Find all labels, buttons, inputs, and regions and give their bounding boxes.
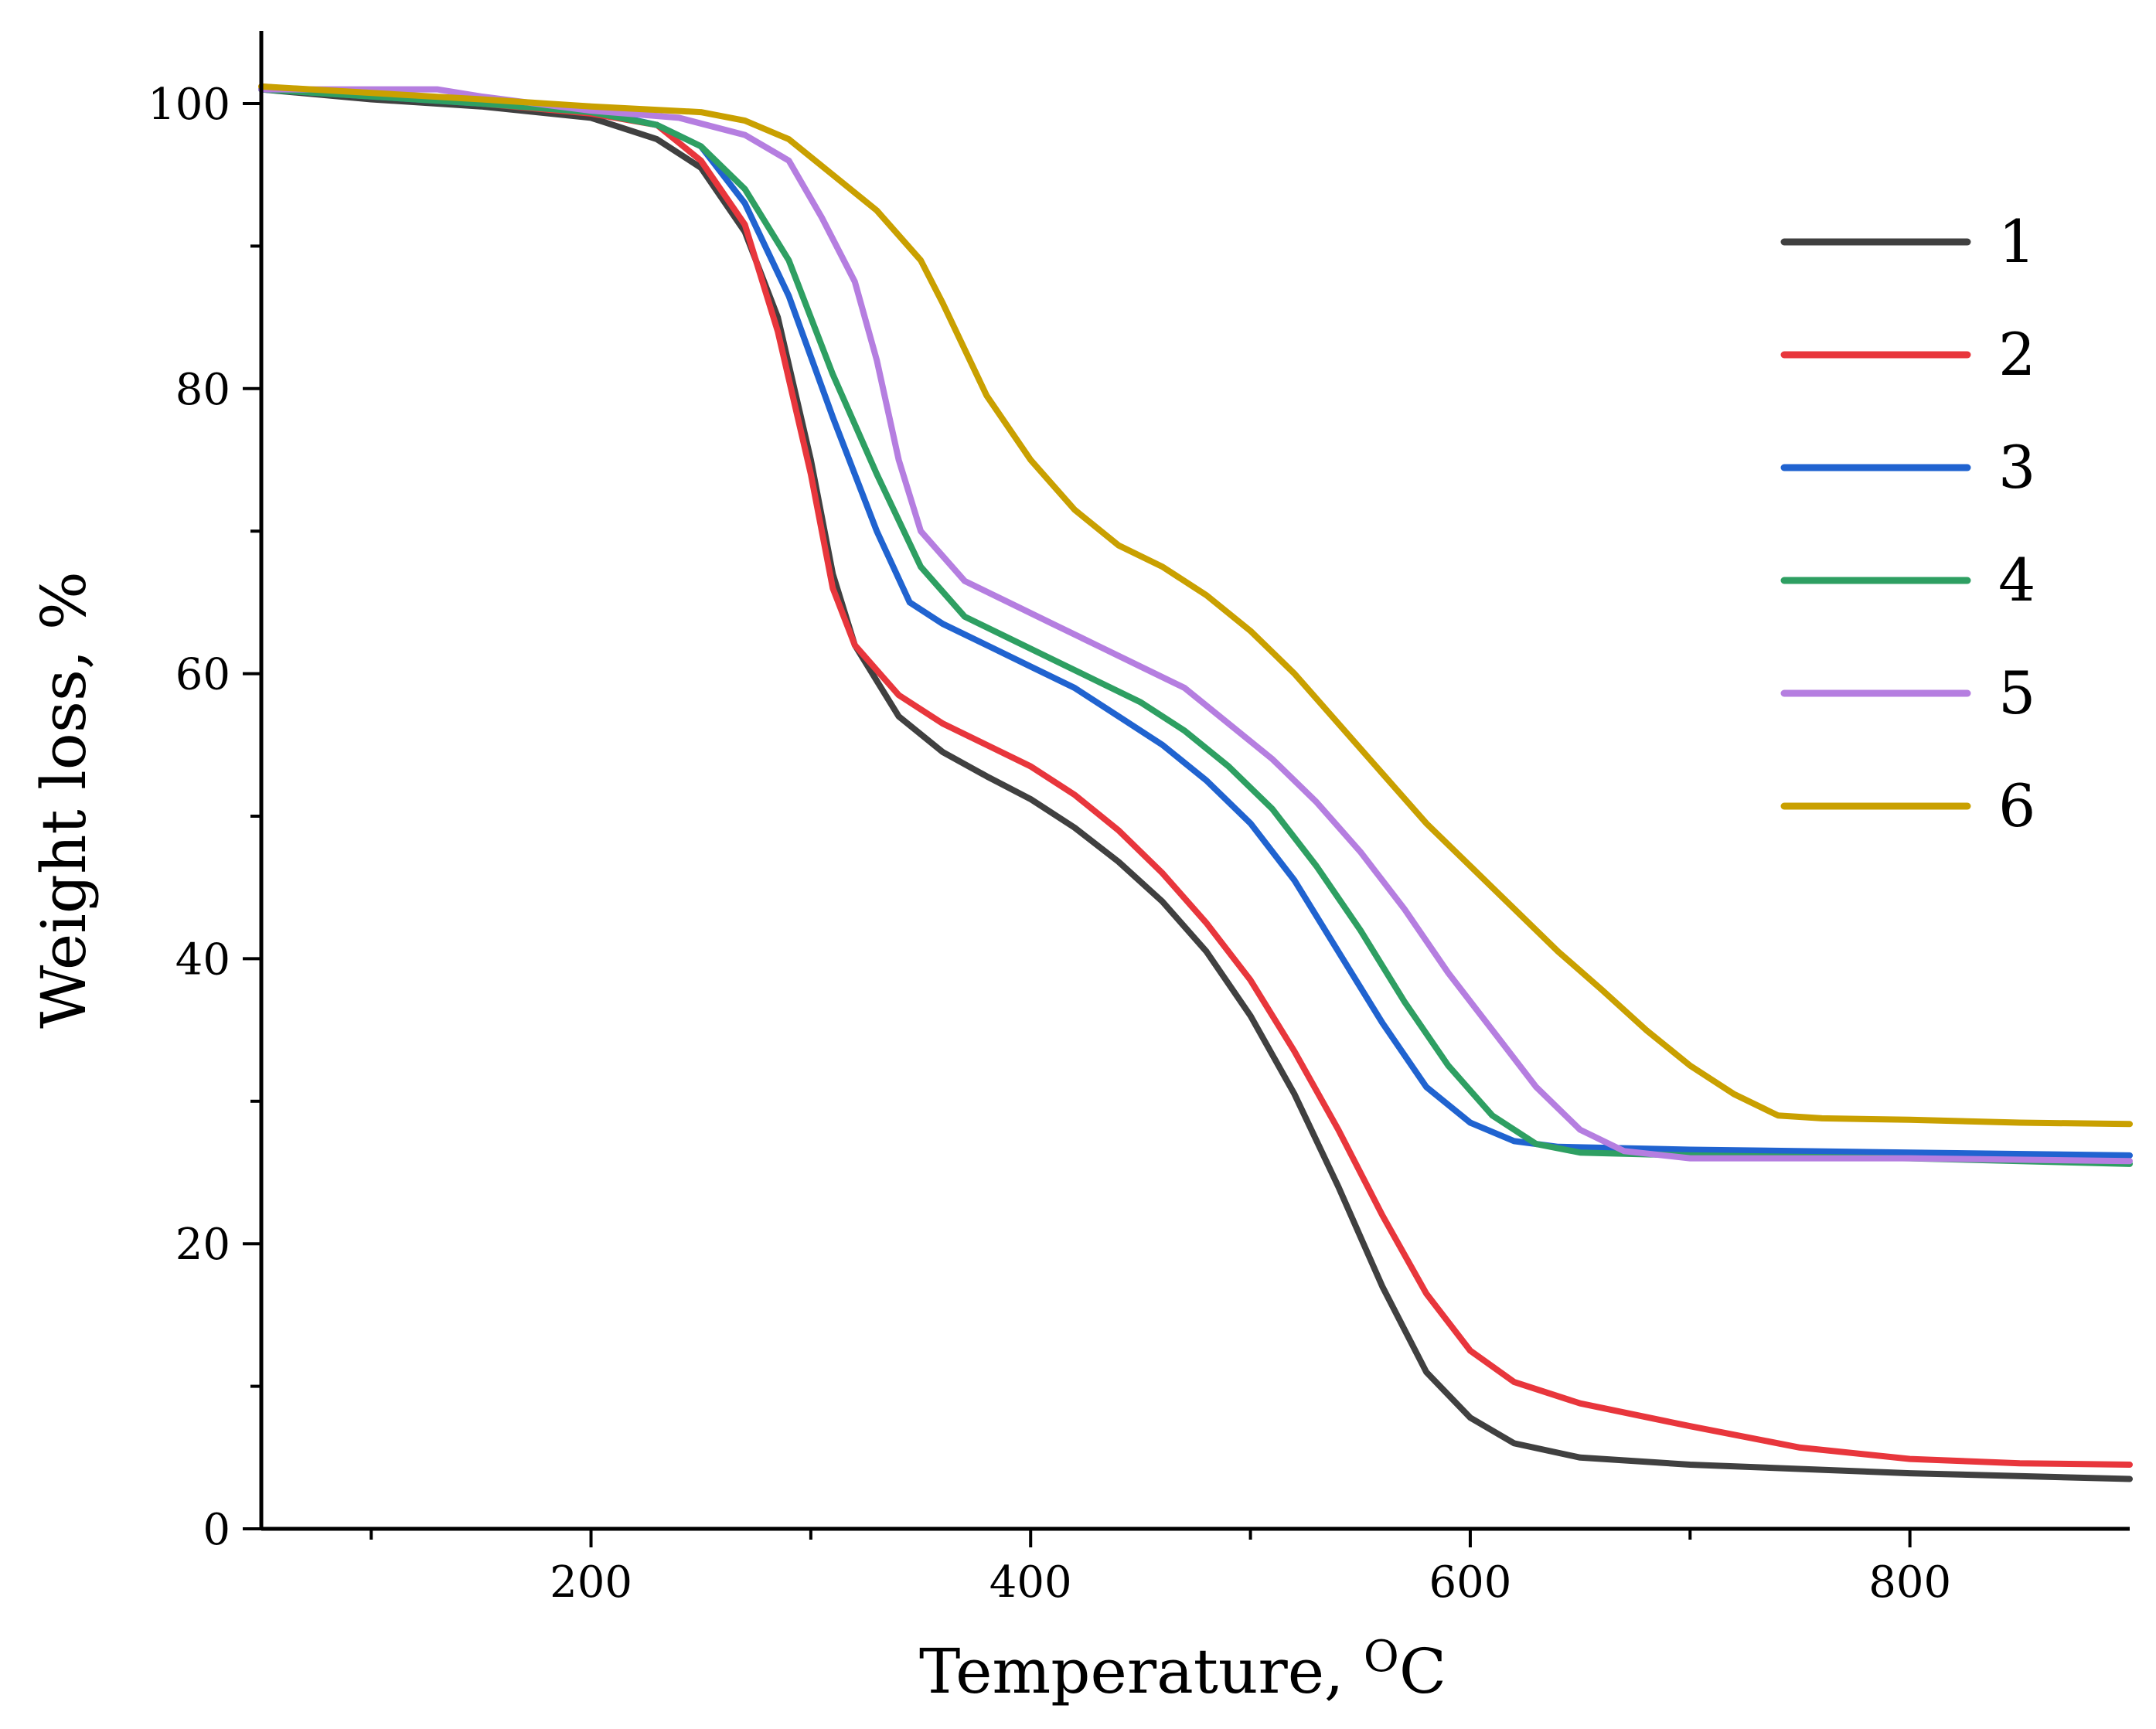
legend-label-6: 6 <box>1998 771 2035 840</box>
x-tick-label: 800 <box>1868 1557 1951 1608</box>
x-tick-label: 600 <box>1429 1557 1511 1608</box>
series-lines <box>258 83 2133 1482</box>
legend-label-1: 1 <box>1998 207 2035 276</box>
x-axis-title: Temperature, OC <box>919 1632 1446 1707</box>
legend: 1 2 3 4 5 6 <box>1780 207 2035 840</box>
series-line-1 <box>258 86 2133 1482</box>
legend-label-4: 4 <box>1998 546 2035 614</box>
y-tick-label: 100 <box>148 80 230 130</box>
axes <box>259 31 2130 1531</box>
legend-label-2: 2 <box>1998 320 2035 389</box>
x-axis-title-text: Temperature, <box>919 1635 1364 1707</box>
y-tick-label: 0 <box>203 1505 230 1555</box>
y-tick-label: 60 <box>175 650 230 700</box>
series-line-2 <box>258 83 2133 1468</box>
x-axis-title-unit-sup: O <box>1364 1632 1399 1682</box>
x-tick-label: 200 <box>550 1557 632 1608</box>
y-tick-label: 20 <box>175 1220 230 1270</box>
y-tick-label: 80 <box>175 365 230 415</box>
y-tick-label: 40 <box>175 934 230 985</box>
tick-labels: 200 400 600 800 0 20 40 60 80 100 <box>148 80 1951 1608</box>
series-line-3 <box>258 86 2133 1159</box>
y-axis-title: Weight loss, % <box>28 571 100 1029</box>
axis-ticks <box>243 102 1912 1547</box>
legend-label-3: 3 <box>1998 433 2035 502</box>
series-line-5 <box>258 86 2133 1165</box>
series-line-6 <box>258 83 2133 1128</box>
x-tick-label: 400 <box>989 1557 1072 1608</box>
x-axis-title-unit: C <box>1399 1635 1446 1707</box>
series-line-4 <box>258 86 2133 1167</box>
legend-label-5: 5 <box>1998 659 2035 727</box>
